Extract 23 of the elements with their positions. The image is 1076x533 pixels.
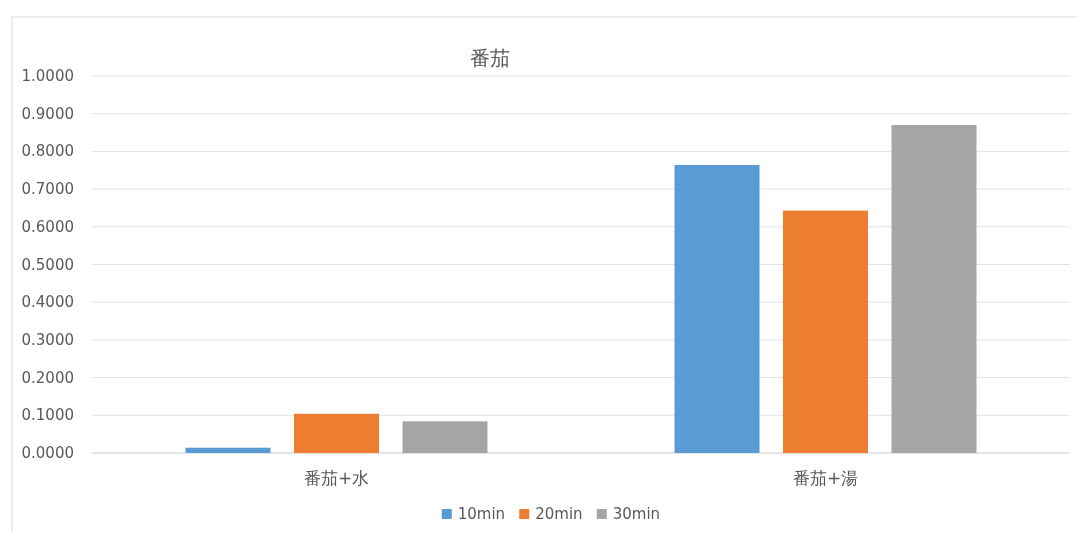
- legend-label: 20min: [535, 505, 583, 523]
- y-tick-label: 0.8000: [21, 142, 74, 161]
- y-tick-label: 0.3000: [21, 330, 74, 349]
- legend-label: 10min: [457, 505, 506, 523]
- bar: [783, 210, 868, 453]
- legend-label: 30min: [612, 505, 661, 523]
- bar: [185, 447, 271, 453]
- bar: [294, 413, 379, 453]
- x-tick-label: 番茄+水: [303, 468, 370, 488]
- x-tick-label: 番茄+湯: [792, 468, 859, 488]
- y-tick-label: 0.2000: [21, 368, 74, 387]
- y-tick-label: 0.1000: [21, 406, 74, 425]
- y-tick-label: 1.0000: [21, 67, 74, 85]
- y-tick-label: 0.5000: [21, 255, 74, 274]
- y-tick-label: 0.4000: [21, 293, 74, 312]
- y-tick-label: 0.6000: [21, 217, 74, 236]
- bar: [891, 125, 977, 453]
- y-tick-label: 0.9000: [21, 104, 74, 123]
- y-tick-label: 0.7000: [21, 180, 74, 199]
- bar: [674, 164, 760, 453]
- chart-title: 番茄: [470, 46, 510, 70]
- y-tick-label: 0.0000: [21, 444, 74, 462]
- bar: [402, 421, 488, 453]
